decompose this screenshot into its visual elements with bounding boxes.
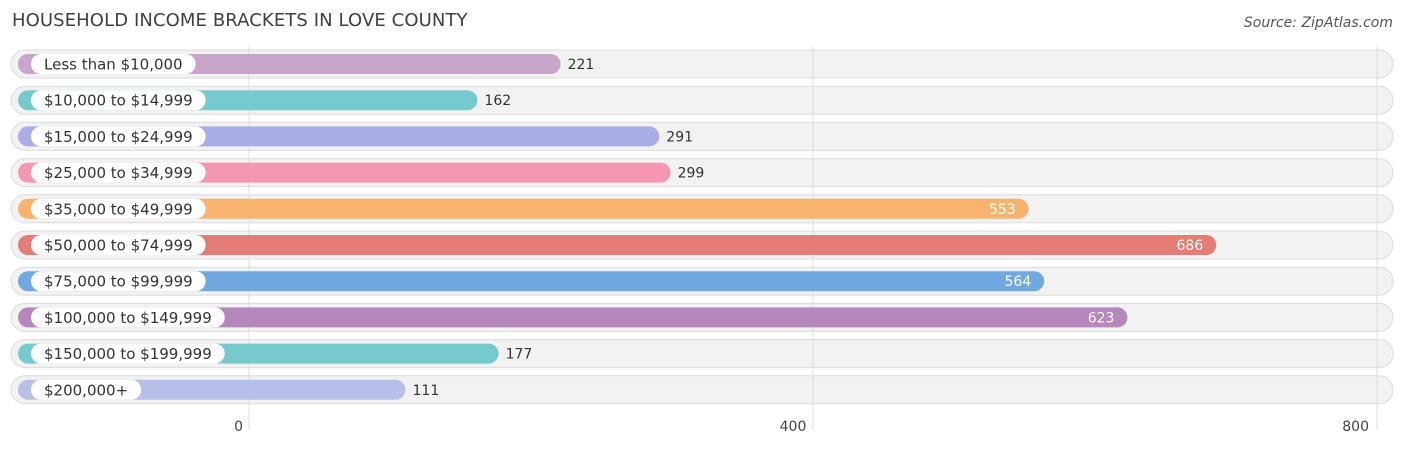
bar — [18, 198, 1029, 219]
value-label: 177 — [506, 347, 533, 363]
x-axis-ticks: 0 400 800 — [234, 419, 1369, 435]
chart-title: HOUSEHOLD INCOME BRACKETS IN LOVE COUNTY — [12, 10, 468, 31]
category-label: $15,000 to $24,999 — [44, 128, 193, 146]
bar — [18, 307, 1128, 328]
category-label-pill — [31, 54, 196, 74]
value-label: 299 — [678, 166, 705, 182]
value-label: 111 — [413, 383, 440, 399]
category-label: Less than $10,000 — [44, 56, 183, 74]
bars: Less than $10,000 221 $10,000 to $14,999 16… — [18, 54, 1217, 400]
category-label: $200,000+ — [44, 381, 128, 399]
category-label-pill — [31, 271, 206, 292]
bar — [18, 235, 1217, 255]
category-label-pill — [31, 235, 206, 255]
value-label: 686 — [1177, 238, 1204, 254]
value-label: 162 — [484, 93, 511, 109]
source-credit: Source: ZipAtlas.com — [1243, 15, 1393, 31]
tick-label: 0 — [234, 419, 243, 435]
category-label-pill — [31, 343, 225, 364]
tick-label: 400 — [780, 419, 807, 435]
bar — [18, 271, 1045, 292]
category-label: $150,000 to $199,999 — [44, 345, 212, 363]
category-label: $50,000 to $74,999 — [44, 237, 193, 255]
value-label: 291 — [666, 129, 693, 145]
category-label-pill — [31, 307, 225, 328]
category-label-pill — [31, 379, 142, 400]
category-label: $100,000 to $149,999 — [44, 309, 212, 327]
value-label: 553 — [989, 202, 1016, 218]
value-label: 221 — [568, 57, 595, 73]
category-label-pill — [31, 162, 206, 183]
category-label: $35,000 to $49,999 — [44, 200, 193, 218]
value-label: 564 — [1005, 274, 1032, 290]
category-label-pill — [31, 90, 206, 111]
tick-label: 800 — [1342, 419, 1369, 435]
category-label-pill — [31, 126, 206, 147]
category-label: $75,000 to $99,999 — [44, 273, 193, 291]
value-label: 623 — [1088, 310, 1115, 326]
category-label: $25,000 to $34,999 — [44, 164, 193, 182]
category-label-pill — [31, 198, 206, 219]
category-label: $10,000 to $14,999 — [44, 92, 193, 110]
